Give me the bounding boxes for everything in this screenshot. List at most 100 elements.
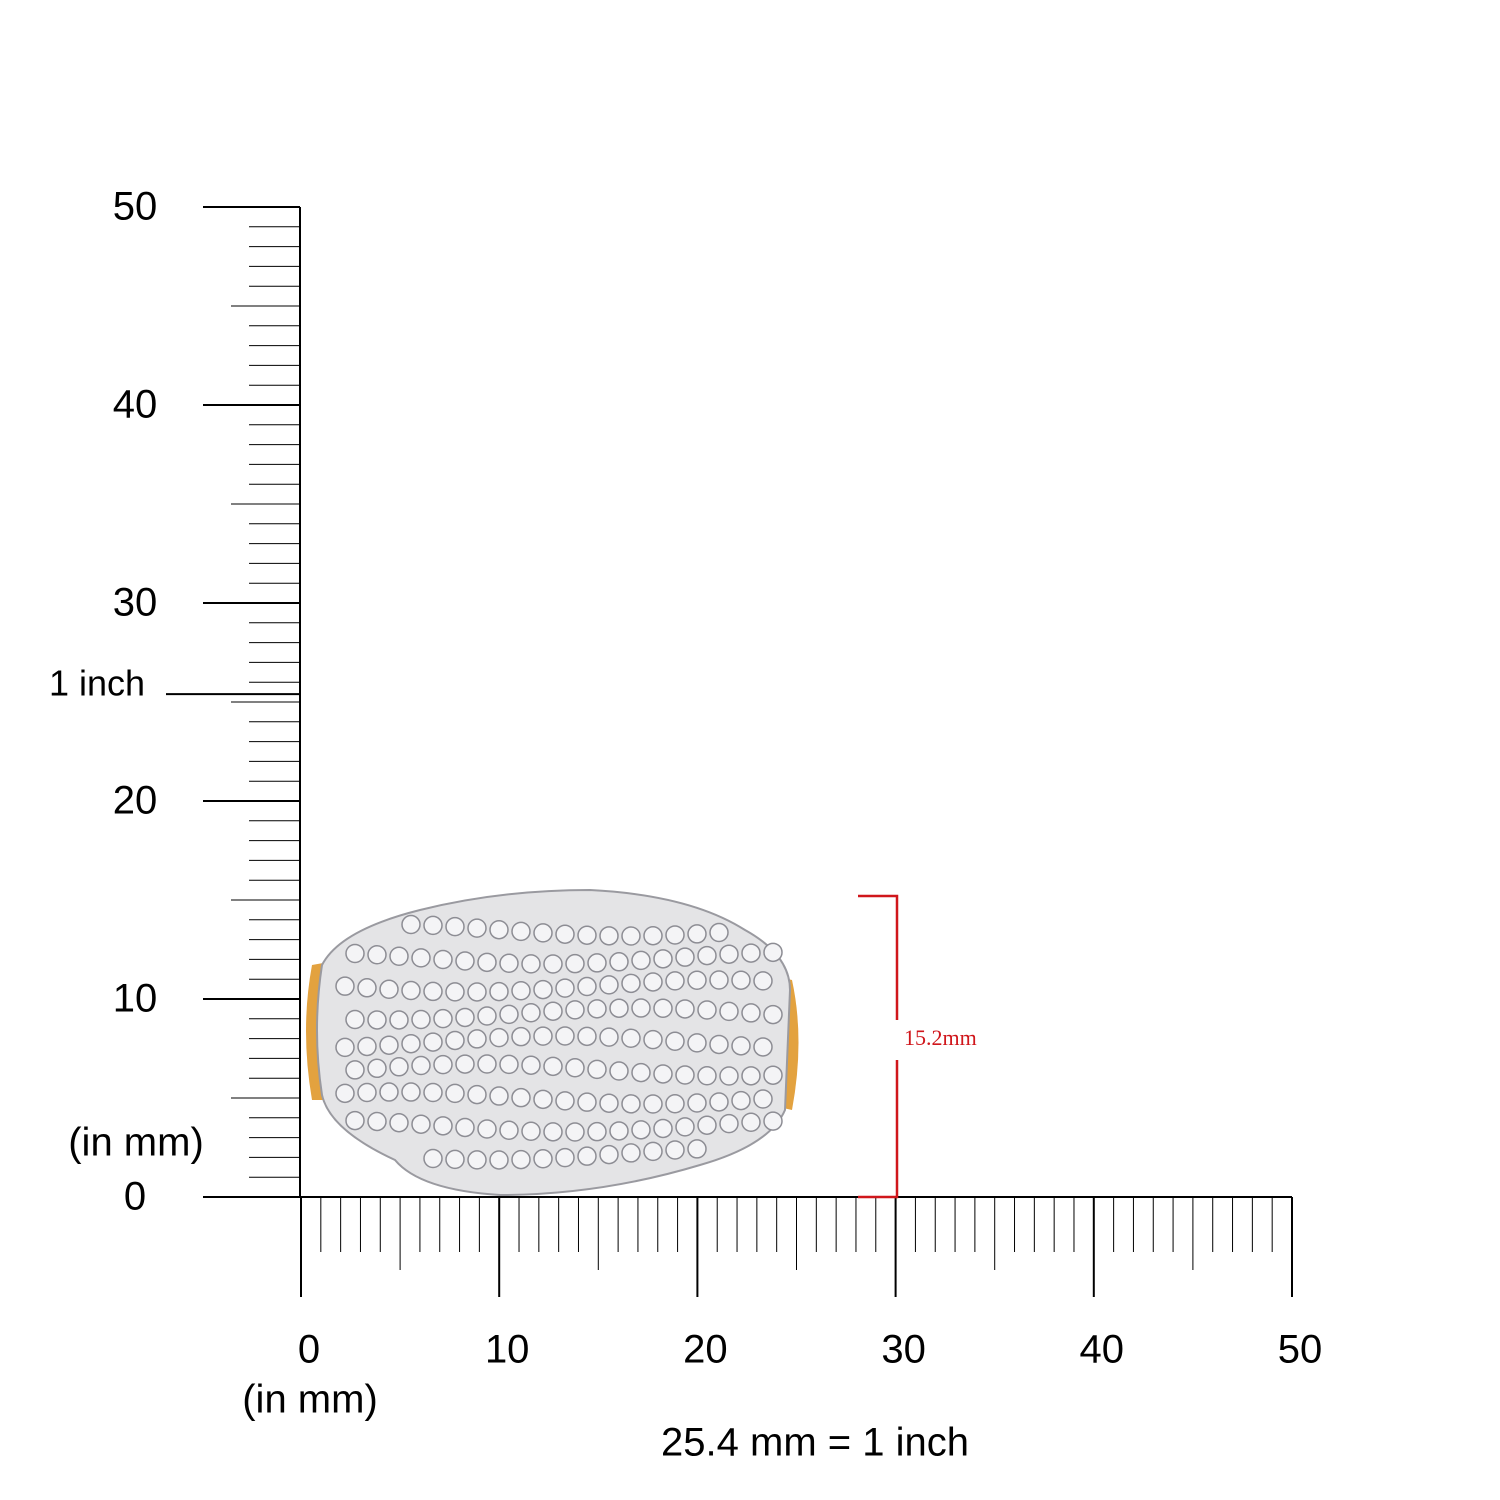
- stone: [577, 1092, 597, 1112]
- stone: [621, 1094, 641, 1114]
- stone: [511, 1026, 531, 1047]
- stone: [555, 1026, 575, 1046]
- stone: [379, 1035, 399, 1055]
- stone: [467, 1084, 487, 1105]
- stone: [719, 944, 739, 964]
- stone: [709, 1092, 729, 1112]
- stone: [675, 947, 695, 967]
- stone: [389, 1112, 409, 1133]
- stone: [357, 1036, 377, 1057]
- stone: [533, 1089, 553, 1110]
- vertical-unit-label: (in mm): [68, 1121, 204, 1165]
- stone: [511, 921, 531, 942]
- stone: [753, 1037, 773, 1057]
- stone: [445, 982, 465, 1002]
- stone: [621, 926, 641, 946]
- stone: [587, 999, 607, 1019]
- stone: [445, 916, 465, 937]
- stone: [477, 952, 497, 973]
- stone: [379, 979, 399, 1000]
- stone: [433, 1116, 453, 1136]
- stone: [467, 1150, 487, 1170]
- stone: [741, 1112, 761, 1132]
- stone: [401, 1082, 421, 1102]
- conversion-note: 25.4 mm = 1 inch: [661, 1421, 969, 1465]
- stone: [653, 1118, 673, 1139]
- stone: [587, 1121, 607, 1142]
- stone: [653, 949, 673, 969]
- stone: [609, 1061, 629, 1081]
- stone: [555, 1091, 575, 1111]
- stone: [675, 1065, 695, 1085]
- stone: [731, 970, 751, 990]
- stone: [719, 1113, 739, 1134]
- horizontal-ruler-label: 10: [485, 1328, 530, 1372]
- stone: [631, 950, 651, 971]
- stone: [577, 976, 597, 997]
- stone: [599, 926, 619, 946]
- stone: [621, 973, 641, 994]
- stone: [345, 1009, 365, 1030]
- stone: [687, 924, 707, 944]
- stone: [731, 1090, 751, 1111]
- stone: [521, 1002, 541, 1023]
- stone: [511, 1149, 531, 1170]
- stone: [741, 1003, 761, 1023]
- stone: [477, 1006, 497, 1026]
- stone: [621, 1028, 641, 1048]
- stone: [423, 981, 443, 1002]
- stone: [411, 1114, 431, 1134]
- stone: [367, 945, 387, 965]
- stone: [499, 1054, 519, 1075]
- stone: [653, 1064, 673, 1084]
- stone: [543, 954, 563, 974]
- stone: [389, 1057, 409, 1077]
- horizontal-ruler-label: 50: [1278, 1328, 1323, 1372]
- stone: [533, 1026, 553, 1046]
- inch-marker-label: 1 inch: [49, 663, 145, 704]
- ring-image: [306, 888, 799, 1197]
- stone: [631, 1062, 651, 1083]
- stone: [697, 1000, 717, 1020]
- stone: [565, 1058, 585, 1078]
- stone: [335, 1083, 355, 1104]
- stone: [741, 943, 761, 963]
- stone: [357, 1082, 377, 1103]
- stone: [643, 1094, 663, 1114]
- stone: [521, 954, 541, 974]
- vertical-ruler-label: 50: [113, 185, 158, 229]
- stone: [489, 1150, 509, 1170]
- stone: [477, 1054, 497, 1074]
- stone: [687, 970, 707, 990]
- stone: [379, 1082, 399, 1102]
- stone: [467, 1029, 487, 1049]
- stone: [499, 1120, 519, 1141]
- stone: [665, 1031, 685, 1051]
- stone: [423, 1082, 443, 1103]
- stone: [719, 1066, 739, 1086]
- stone: [511, 980, 531, 1001]
- stone: [555, 1147, 575, 1168]
- stone: [565, 1122, 585, 1142]
- stone: [455, 1117, 475, 1138]
- stone: [687, 1093, 707, 1113]
- stone: [753, 971, 773, 991]
- stone: [709, 970, 729, 990]
- stone: [335, 976, 355, 996]
- stone: [675, 999, 695, 1019]
- stone: [577, 1026, 597, 1047]
- stone: [555, 924, 575, 944]
- stone: [643, 1029, 663, 1050]
- vertical-ruler-label: 20: [113, 779, 158, 823]
- stone: [445, 1083, 465, 1104]
- stone: [345, 1110, 365, 1131]
- stone: [543, 1056, 563, 1077]
- stone: [753, 1089, 773, 1109]
- stone: [533, 1149, 553, 1169]
- stone: [357, 978, 377, 998]
- horizontal-ruler-label: 40: [1080, 1328, 1125, 1372]
- stone: [631, 998, 651, 1018]
- stone: [455, 1007, 475, 1028]
- stone: [489, 1086, 509, 1106]
- stone: [455, 951, 475, 971]
